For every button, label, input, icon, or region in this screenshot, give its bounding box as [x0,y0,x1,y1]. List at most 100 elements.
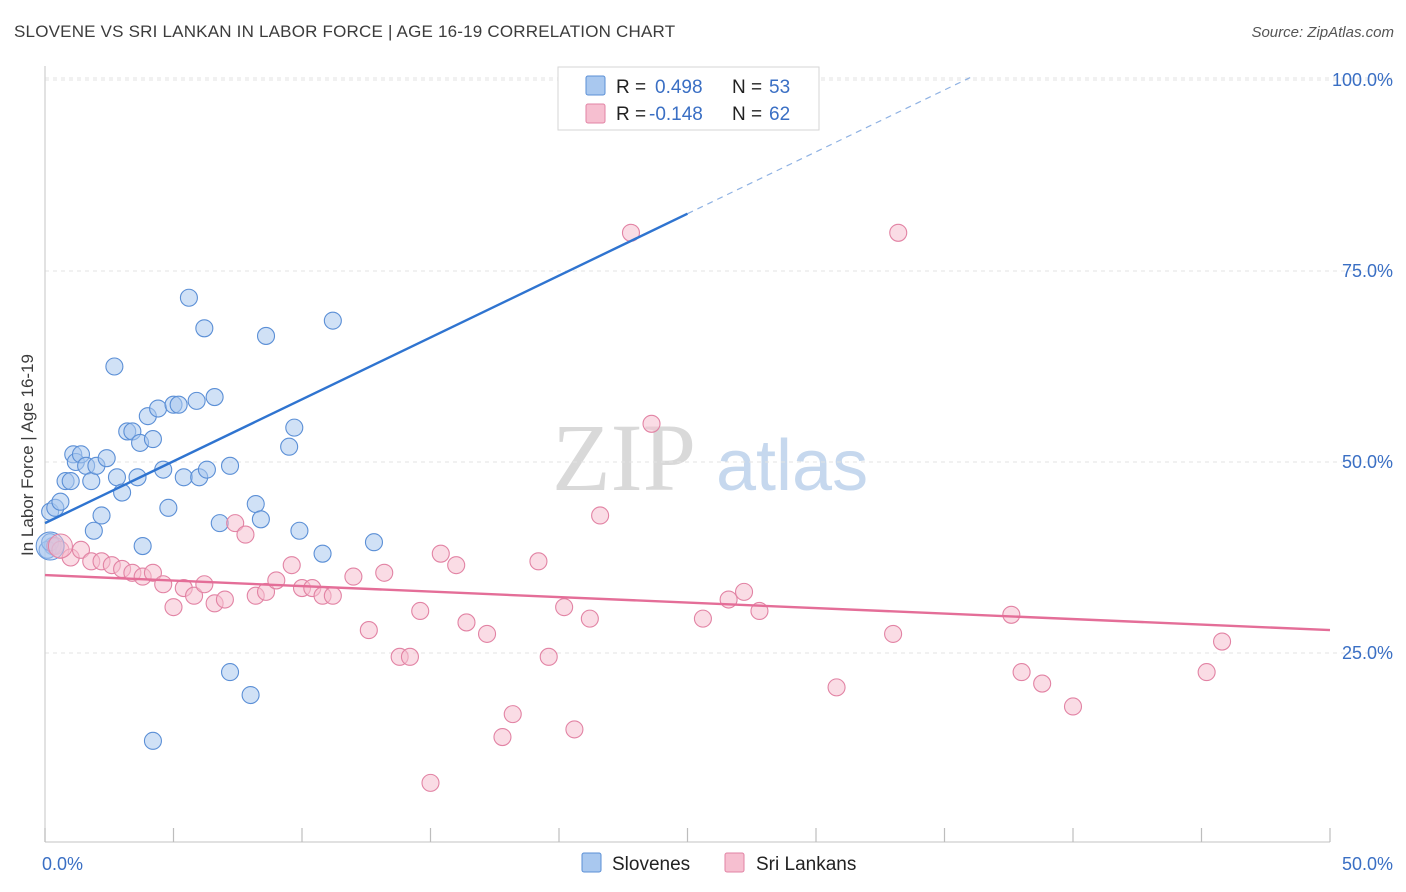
point-slovenes [323,311,342,330]
legend-r-label: R = [616,77,646,98]
point-sri-lankans [591,506,610,525]
watermark-atlas: atlas [716,426,868,506]
trend-line-slovenes [44,212,689,525]
point-slovenes [143,731,162,750]
point-sri-lankans [215,590,234,609]
point-slovenes [82,472,101,491]
point-slovenes [220,456,240,475]
point-slovenes [51,492,70,511]
trend-line-sri-lankans [44,573,1331,632]
point-sri-lankans [693,609,712,628]
point-sri-lankans [447,556,466,575]
point-sri-lankans [375,563,394,582]
source-label: Source: ZipAtlas.com [1251,24,1394,41]
point-slovenes [169,395,188,414]
point-sri-lankans [1197,663,1216,682]
point-sri-lankans [555,598,574,617]
point-slovenes [241,685,260,705]
point-sri-lankans [400,647,419,666]
point-slovenes [197,460,216,479]
point-sri-lankans [565,720,584,739]
data-points [35,223,1232,792]
point-slovenes [179,288,198,307]
point-sri-lankans [493,727,512,747]
tick-labels: 25.0% 50.0% 75.0% 100.0% 0.0% 50.0% [42,70,1393,874]
point-slovenes [159,498,178,517]
point-sri-lankans [421,773,440,792]
point-sri-lankans [884,624,903,643]
y-tick-label: 100.0% [1332,70,1393,90]
axes [44,66,1331,843]
bottom-legend-swatch-sri-lankans [724,852,745,873]
point-sri-lankans [529,552,548,571]
point-sri-lankans [282,556,301,575]
point-sri-lankans [642,414,661,433]
point-slovenes [205,388,224,407]
point-sri-lankans [344,567,363,586]
point-sri-lankans [164,598,183,617]
point-slovenes [133,536,152,556]
legend-n-value: 53 [769,77,790,98]
point-sri-lankans [411,601,430,621]
legend-r-value: -0.148 [649,104,703,125]
point-sri-lankans [1033,674,1052,693]
point-slovenes [285,418,304,437]
point-slovenes [246,494,265,514]
bottom-legend-swatch-slovenes [581,852,602,873]
point-sri-lankans [185,586,204,605]
point-sri-lankans [580,609,599,628]
legend-swatch-sri-lankans [585,103,606,124]
legend-n-label: N = [732,77,762,98]
point-slovenes [149,399,168,418]
point-slovenes [280,437,299,456]
point-slovenes [107,468,127,487]
point-sri-lankans [71,540,91,559]
point-sri-lankans [827,678,846,697]
legend-n-value: 62 [769,104,790,125]
point-sri-lankans [195,575,214,594]
y-tick-label: 25.0% [1342,643,1393,663]
point-sri-lankans [503,705,522,724]
point-sri-lankans [47,533,73,559]
point-sri-lankans [457,613,476,632]
bottom-legend-label: Sri Lankans [756,854,856,875]
point-sri-lankans [359,621,378,640]
point-slovenes [92,506,111,525]
trend-line-slovenes-extension [687,77,971,215]
point-sri-lankans [1063,697,1083,716]
point-sri-lankans [1213,632,1232,651]
point-sri-lankans [1002,605,1021,624]
bottom-legend: Slovenes Sri Lankans [581,852,856,875]
point-sri-lankans [539,647,558,666]
point-slovenes [220,663,240,682]
point-slovenes [251,510,270,529]
point-sri-lankans [889,223,908,242]
legend-r-label: R = [616,104,646,125]
point-sri-lankans [226,514,245,533]
point-slovenes [84,521,103,540]
watermark-zip: ZIP [552,404,696,511]
point-slovenes [61,472,80,491]
legend-r-value: 0.498 [655,77,703,98]
point-slovenes [256,326,276,345]
grid-lines [45,77,1392,654]
point-slovenes [105,357,124,376]
x-tick-label: 0.0% [42,854,83,874]
bottom-legend-label: Slovenes [612,854,690,875]
point-slovenes [195,319,214,338]
trend-lines [44,77,1331,632]
point-slovenes [97,449,116,468]
chart-title: SLOVENE VS SRI LANKAN IN LABOR FORCE | A… [14,22,676,41]
point-slovenes [313,544,332,563]
point-sri-lankans [734,582,754,601]
point-sri-lankans [143,563,162,582]
top-legend: R = 0.498 N = 53 R = -0.148 N = 62 [557,66,820,131]
y-axis-title: In Labor Force | Age 16-19 [18,354,37,556]
point-slovenes [290,521,309,540]
point-sri-lankans [323,586,342,605]
point-slovenes [143,430,162,449]
point-slovenes [174,468,193,487]
point-sri-lankans [477,624,497,643]
point-sri-lankans [236,525,255,544]
point-sri-lankans [431,544,450,563]
